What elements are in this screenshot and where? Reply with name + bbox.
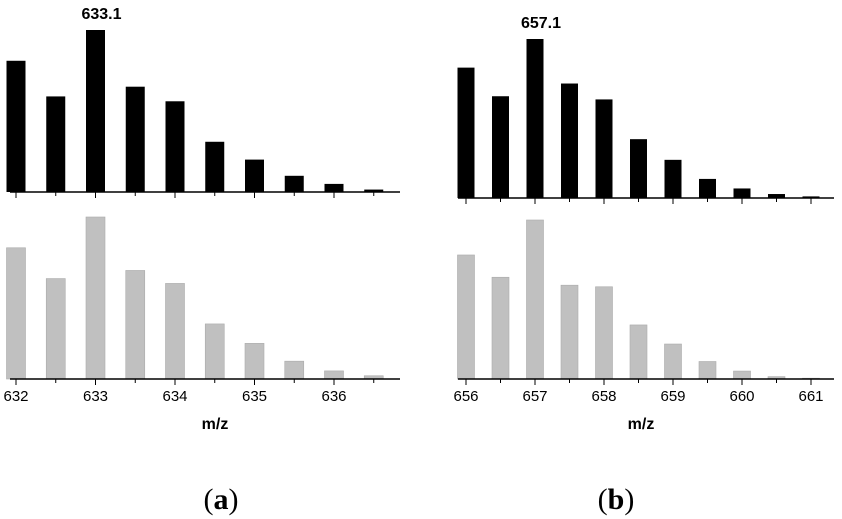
- peak-label: 657.1: [521, 15, 561, 32]
- bar: [284, 360, 305, 380]
- x-axis-title: m/z: [628, 416, 655, 433]
- tick-label: 658: [591, 388, 616, 405]
- tick-label: 636: [321, 388, 346, 405]
- tick-label: 635: [242, 388, 267, 405]
- bar: [125, 270, 146, 380]
- bar: [492, 96, 509, 198]
- panel-label-close: ): [624, 483, 634, 516]
- bar: [664, 159, 682, 198]
- bar: [698, 361, 717, 380]
- bar: [244, 343, 265, 380]
- bottom-spectrum: [6, 216, 400, 385]
- bar: [85, 216, 106, 380]
- bar: [491, 276, 510, 380]
- bar: [364, 189, 384, 192]
- bar: [204, 323, 225, 380]
- bottom-spectrum: [457, 219, 834, 385]
- tick-label: 632: [3, 388, 28, 405]
- bar: [165, 101, 185, 192]
- panel-label-open: (: [598, 483, 608, 516]
- bar: [165, 283, 185, 380]
- bar: [699, 178, 716, 198]
- bar: [86, 30, 105, 192]
- panel-label-letter: b: [608, 483, 625, 516]
- tick-label: 661: [798, 388, 823, 405]
- bar: [6, 60, 26, 192]
- bar: [45, 278, 66, 380]
- bar: [560, 284, 579, 380]
- bar: [768, 194, 785, 199]
- bar: [526, 219, 544, 380]
- top-spectrum: [457, 39, 834, 204]
- x-axis-title: m/z: [202, 416, 229, 433]
- tick-label: 659: [660, 388, 685, 405]
- bar: [457, 67, 475, 199]
- bar: [630, 139, 647, 198]
- tick-label: 660: [729, 388, 754, 405]
- panel-a: 632 633 634 635 636 633.1 m/z (a): [3, 6, 400, 516]
- bar: [733, 188, 751, 198]
- bar: [245, 159, 264, 192]
- bar: [457, 254, 475, 380]
- bar: [561, 83, 578, 198]
- panel-label-open: (: [204, 483, 214, 516]
- peak-label: 633.1: [81, 6, 121, 23]
- x-ticks: [15, 379, 375, 385]
- top-spectrum: [6, 30, 400, 198]
- x-ticks: [15, 192, 375, 198]
- x-ticks: [465, 198, 812, 204]
- panel-label: (b): [598, 483, 635, 516]
- bar: [595, 99, 613, 198]
- bar: [802, 196, 820, 198]
- panel-b: 656 657 658 659 660 661 657.1 m/z (b): [453, 15, 834, 516]
- tick-label: 656: [453, 388, 478, 405]
- bar: [733, 370, 751, 380]
- panel-label-letter: a: [214, 483, 229, 516]
- bar: [46, 96, 66, 192]
- bar: [205, 141, 225, 192]
- panel-label: (a): [204, 483, 239, 516]
- bar: [324, 370, 344, 380]
- tick-label: 657: [522, 388, 547, 405]
- bar: [324, 183, 344, 192]
- bar: [526, 39, 544, 198]
- bar: [6, 247, 26, 380]
- tick-label: 634: [162, 388, 187, 405]
- bar: [284, 175, 304, 192]
- bar: [595, 286, 613, 380]
- bar: [664, 343, 682, 380]
- x-ticks: [465, 379, 812, 385]
- bar: [629, 324, 648, 380]
- panel-label-close: ): [229, 483, 239, 516]
- tick-label: 633: [83, 388, 108, 405]
- bar: [125, 86, 145, 192]
